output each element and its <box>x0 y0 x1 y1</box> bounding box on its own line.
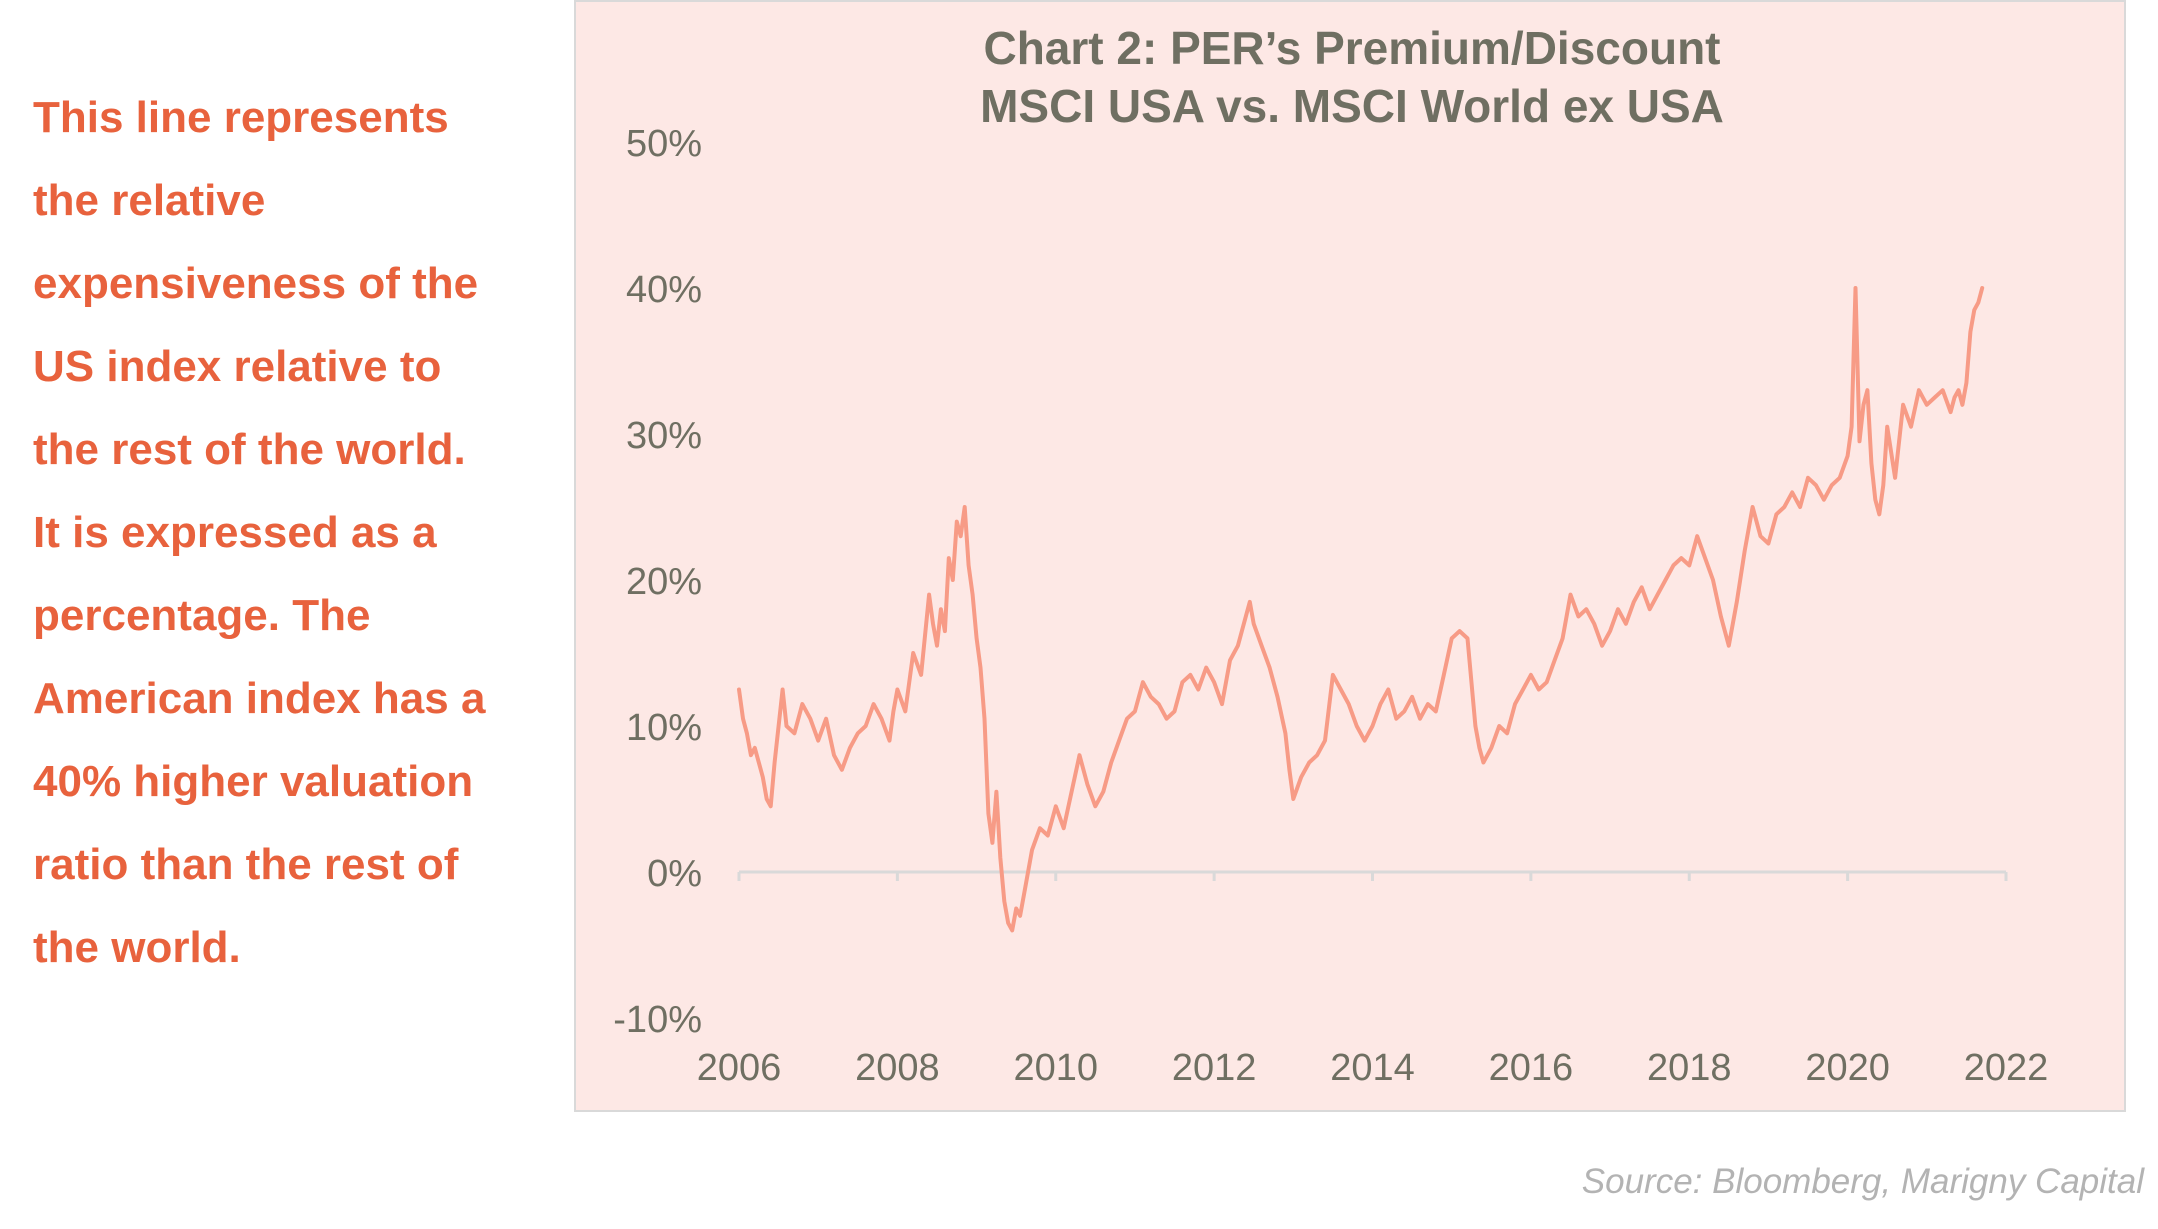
y-tick-label: 10% <box>626 707 702 749</box>
x-tick-label: 2018 <box>1647 1047 1732 1089</box>
x-axis-tick-labels: 2006 2008 2010 2012 2014 2016 2018 2020 2022 <box>697 1047 2049 1089</box>
source-note: Source: Bloomberg, Marigny Capital <box>1581 1162 2144 1201</box>
annotation-line: This line represents <box>33 93 449 142</box>
annotation-line: ratio than the rest of <box>33 840 459 889</box>
x-tick-label: 2020 <box>1805 1047 1890 1089</box>
chart-svg: Chart 2: PER’s Premium/Discount MSCI USA… <box>613 22 2049 1089</box>
annotation-line: American index has a <box>33 674 486 723</box>
annotation-line: It is expressed as a <box>33 508 437 557</box>
x-tick-label: 2012 <box>1172 1047 1257 1089</box>
annotation-text: This line represents the relative expensiv… <box>33 76 533 989</box>
annotation-line: the rest of the world. <box>33 425 466 474</box>
chart-title-line-2: MSCI USA vs. MSCI World ex USA <box>980 80 1724 132</box>
chart-title: Chart 2: PER’s Premium/Discount MSCI USA… <box>980 22 1724 132</box>
annotation-line: expensiveness of the <box>33 259 479 308</box>
annotation-line: the relative <box>33 176 266 225</box>
chart-title-line-1: Chart 2: PER’s Premium/Discount <box>983 22 1720 74</box>
annotation-line: the world. <box>33 923 241 972</box>
series-layer <box>737 286 1985 933</box>
y-tick-label: 50% <box>626 123 702 165</box>
chart-panel: Chart 2: PER’s Premium/Discount MSCI USA… <box>574 0 2126 1112</box>
x-tick-label: 2022 <box>1964 1047 2049 1089</box>
annotation-line: percentage. The <box>33 591 371 640</box>
y-tick-label: -10% <box>613 999 702 1041</box>
x-tick-label: 2008 <box>855 1047 940 1089</box>
series-line <box>737 286 1985 933</box>
y-axis-tick-labels: -10% 0% 10% 20% 30% 40% 50% <box>613 123 702 1041</box>
x-tick-label: 2014 <box>1330 1047 1415 1089</box>
y-tick-label: 20% <box>626 561 702 603</box>
annotation-line: US index relative to <box>33 342 442 391</box>
x-axis <box>737 870 2008 881</box>
y-tick-label: 0% <box>647 853 702 895</box>
y-tick-label: 40% <box>626 269 702 311</box>
x-tick-label: 2006 <box>697 1047 782 1089</box>
annotation-line: 40% higher valuation <box>33 757 474 806</box>
y-tick-label: 30% <box>626 415 702 457</box>
x-tick-label: 2010 <box>1013 1047 1098 1089</box>
x-tick-label: 2016 <box>1489 1047 1574 1089</box>
